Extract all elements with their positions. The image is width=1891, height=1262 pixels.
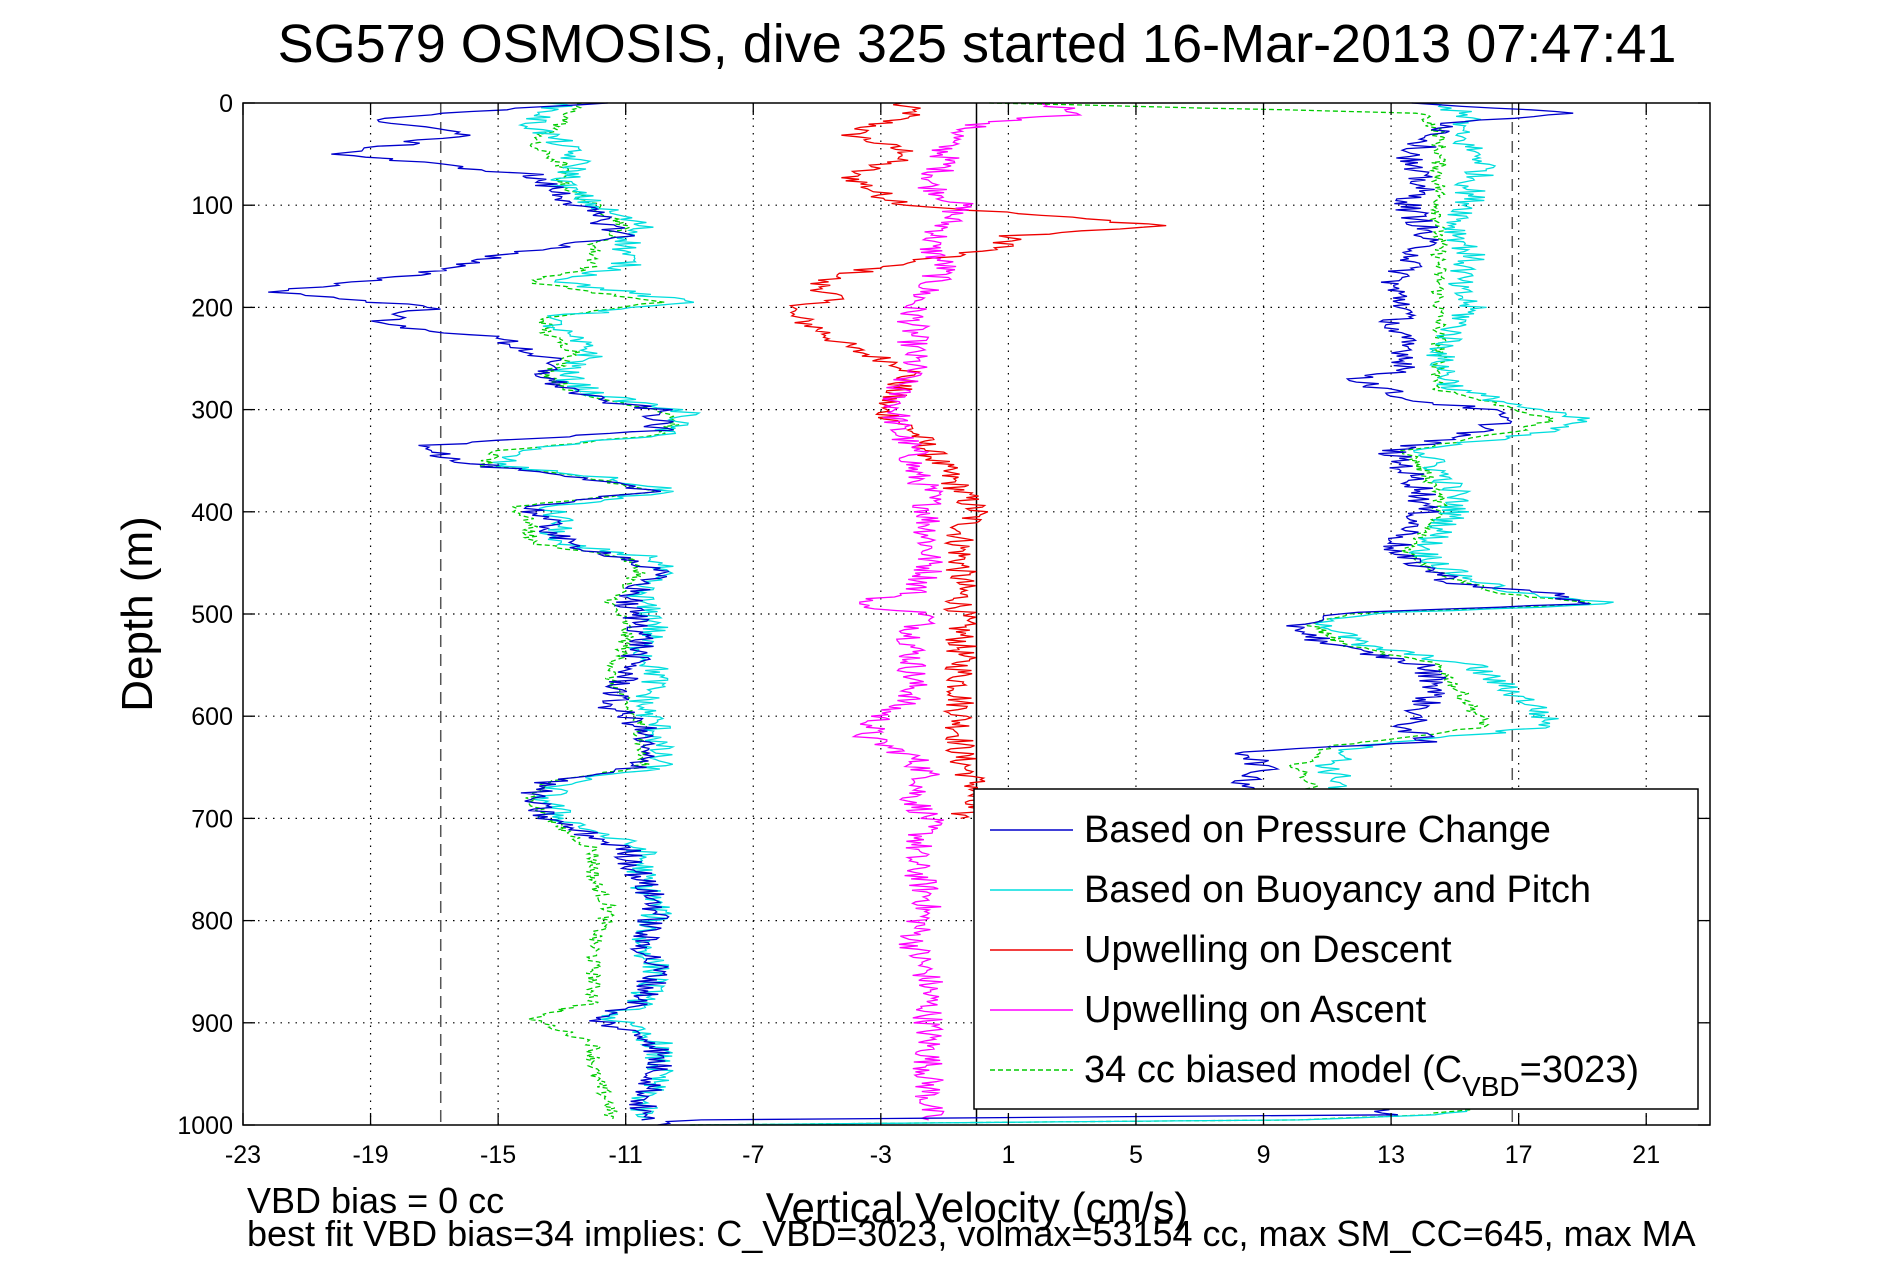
legend-label: Based on Buoyancy and Pitch xyxy=(1084,869,1591,911)
x-tick-label: -7 xyxy=(742,1141,764,1169)
series-layer xyxy=(268,102,1614,1126)
y-tick-label: 800 xyxy=(191,908,233,936)
y-tick-label: 0 xyxy=(219,90,233,118)
series-line xyxy=(689,1109,1468,1126)
x-tick-label: 13 xyxy=(1377,1141,1405,1169)
legend-label: Upwelling on Descent xyxy=(1084,929,1452,971)
chart-title: SG579 OSMOSIS, dive 325 started 16-Mar-2… xyxy=(278,14,1677,74)
y-tick-label: 700 xyxy=(191,805,233,833)
series-line xyxy=(851,102,1083,1121)
legend-items: Based on Pressure Change Based on Buoyanc… xyxy=(990,809,1639,1102)
x-tick-label: -11 xyxy=(609,1141,643,1169)
x-tick-label: -23 xyxy=(225,1141,261,1169)
x-tick-label: 1 xyxy=(1001,1141,1015,1169)
y-tick-label: 600 xyxy=(191,703,233,731)
y-tick-label: 200 xyxy=(191,294,233,322)
x-axis-label: Vertical Velocity (cm/s) xyxy=(766,1184,1188,1231)
series-line xyxy=(788,102,1167,820)
series-line xyxy=(1230,102,1590,799)
x-tick-label: 9 xyxy=(1257,1141,1271,1169)
footer-line-2: best fit VBD bias=34 implies: C_VBD=3023… xyxy=(247,1213,1696,1254)
axis-ticks: -23 -19 -15 -11 -7 -3 1 5 9 13 17 21 0 100 200 300 400 50… xyxy=(177,90,1710,1169)
series-line xyxy=(1315,102,1614,799)
footer-line-1: VBD bias = 0 cc xyxy=(247,1180,504,1221)
legend-box xyxy=(973,788,1699,1110)
y-tick-label: 400 xyxy=(191,499,233,527)
y-tick-label: 100 xyxy=(191,192,233,220)
x-tick-label: 21 xyxy=(1632,1141,1660,1169)
series-line xyxy=(268,102,674,1121)
y-tick-label: 900 xyxy=(191,1010,233,1038)
legend-label: Upwelling on Ascent xyxy=(1084,989,1427,1031)
x-tick-label: 5 xyxy=(1129,1141,1143,1169)
series-line xyxy=(988,102,1592,799)
series-line xyxy=(689,1109,1471,1126)
y-tick-label: 1000 xyxy=(177,1112,233,1140)
y-axis-label: Depth (m) xyxy=(113,516,162,712)
x-tick-label: -19 xyxy=(352,1141,388,1169)
x-tick-label: 17 xyxy=(1505,1141,1533,1169)
x-tick-label: -15 xyxy=(480,1141,516,1169)
legend-label: Based on Pressure Change xyxy=(1084,809,1551,851)
series-line xyxy=(475,102,680,1121)
x-tick-label: -3 xyxy=(870,1141,892,1169)
legend: Based on Pressure Change Based on Buoyanc… xyxy=(973,788,1699,1110)
legend-label: 34 cc biased model (CVBD=3023) xyxy=(1084,1049,1639,1102)
y-tick-label: 300 xyxy=(191,397,233,425)
y-tick-label: 500 xyxy=(191,601,233,629)
